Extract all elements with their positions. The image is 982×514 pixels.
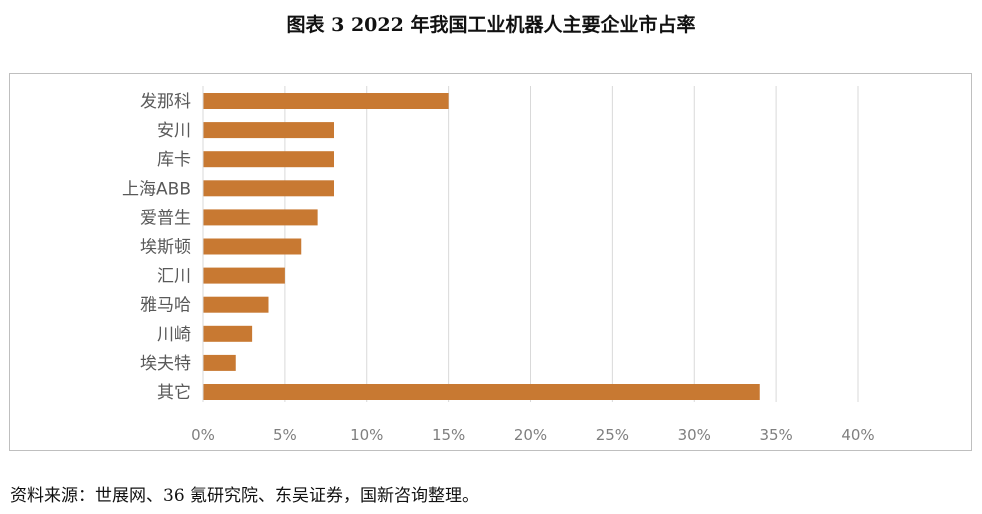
x-tick-label: 5% bbox=[273, 426, 297, 444]
bar bbox=[203, 296, 269, 313]
x-tick-label: 35% bbox=[759, 426, 792, 444]
bar bbox=[203, 151, 334, 168]
chart-frame bbox=[9, 73, 972, 451]
x-tick-label: 20% bbox=[514, 426, 547, 444]
x-tick-label: 40% bbox=[841, 426, 874, 444]
x-tick-label: 15% bbox=[432, 426, 465, 444]
bar bbox=[203, 325, 253, 342]
category-label: 埃斯顿 bbox=[140, 238, 191, 258]
chart-title: 图表 3 2022 年我国工业机器人主要企业市占率 bbox=[286, 14, 696, 36]
category-label: 爱普生 bbox=[140, 208, 191, 228]
category-label: 川崎 bbox=[157, 325, 191, 345]
bar bbox=[203, 93, 449, 109]
x-tick-label: 10% bbox=[350, 426, 383, 444]
bar bbox=[203, 122, 334, 139]
category-label: 埃夫特 bbox=[140, 354, 191, 374]
category-label: 库卡 bbox=[157, 150, 191, 170]
category-label: 雅马哈 bbox=[140, 296, 191, 316]
bar bbox=[203, 384, 760, 400]
category-label: 安川 bbox=[157, 121, 191, 141]
bar bbox=[203, 267, 285, 284]
category-label: 发那科 bbox=[140, 92, 191, 112]
bar bbox=[203, 238, 302, 255]
bar bbox=[203, 209, 318, 226]
category-label: 其它 bbox=[157, 383, 191, 403]
category-label: 汇川 bbox=[157, 267, 191, 287]
x-tick-label: 30% bbox=[678, 426, 711, 444]
bar bbox=[203, 180, 334, 197]
category-label: 上海ABB bbox=[122, 179, 191, 199]
x-tick-label: 0% bbox=[191, 426, 215, 444]
bar bbox=[203, 354, 236, 371]
source-note: 资料来源：世展网、36 氪研究院、东吴证券，国新咨询整理。 bbox=[10, 486, 480, 506]
x-tick-label: 25% bbox=[596, 426, 629, 444]
